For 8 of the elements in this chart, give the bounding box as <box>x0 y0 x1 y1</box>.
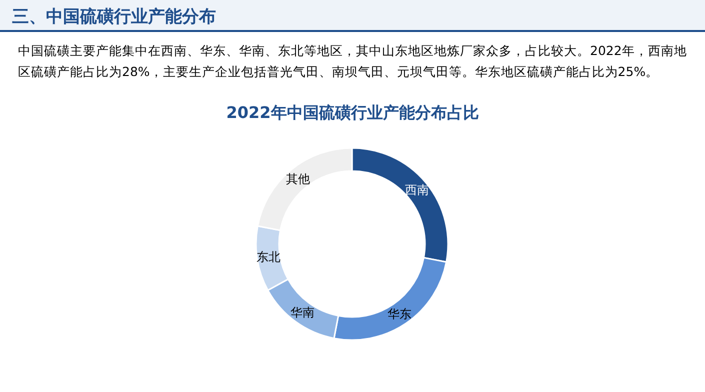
slice-label: 西南 <box>405 183 430 198</box>
slice-label: 华东 <box>387 306 412 321</box>
chart-title: 2022年中国硫磺行业产能分布占比 <box>225 103 480 124</box>
text: 中国硫磺主要产能集中在西南、华东、华南、东北等地区，其中山东地区地炼厂家众多，占比较大。2022年，西南地区硫磺产能占比为28%，主要生产企业包括普光气田、南坝气田、元坝气田等。华东地区硫磺产能占比为25%。 <box>18 42 688 81</box>
slice-label: 东北 <box>256 250 281 264</box>
slice-label: 华南 <box>290 305 314 320</box>
text: 三、中国硫磺行业产能分布 <box>12 6 216 28</box>
slice-label: 其他 <box>286 172 310 186</box>
